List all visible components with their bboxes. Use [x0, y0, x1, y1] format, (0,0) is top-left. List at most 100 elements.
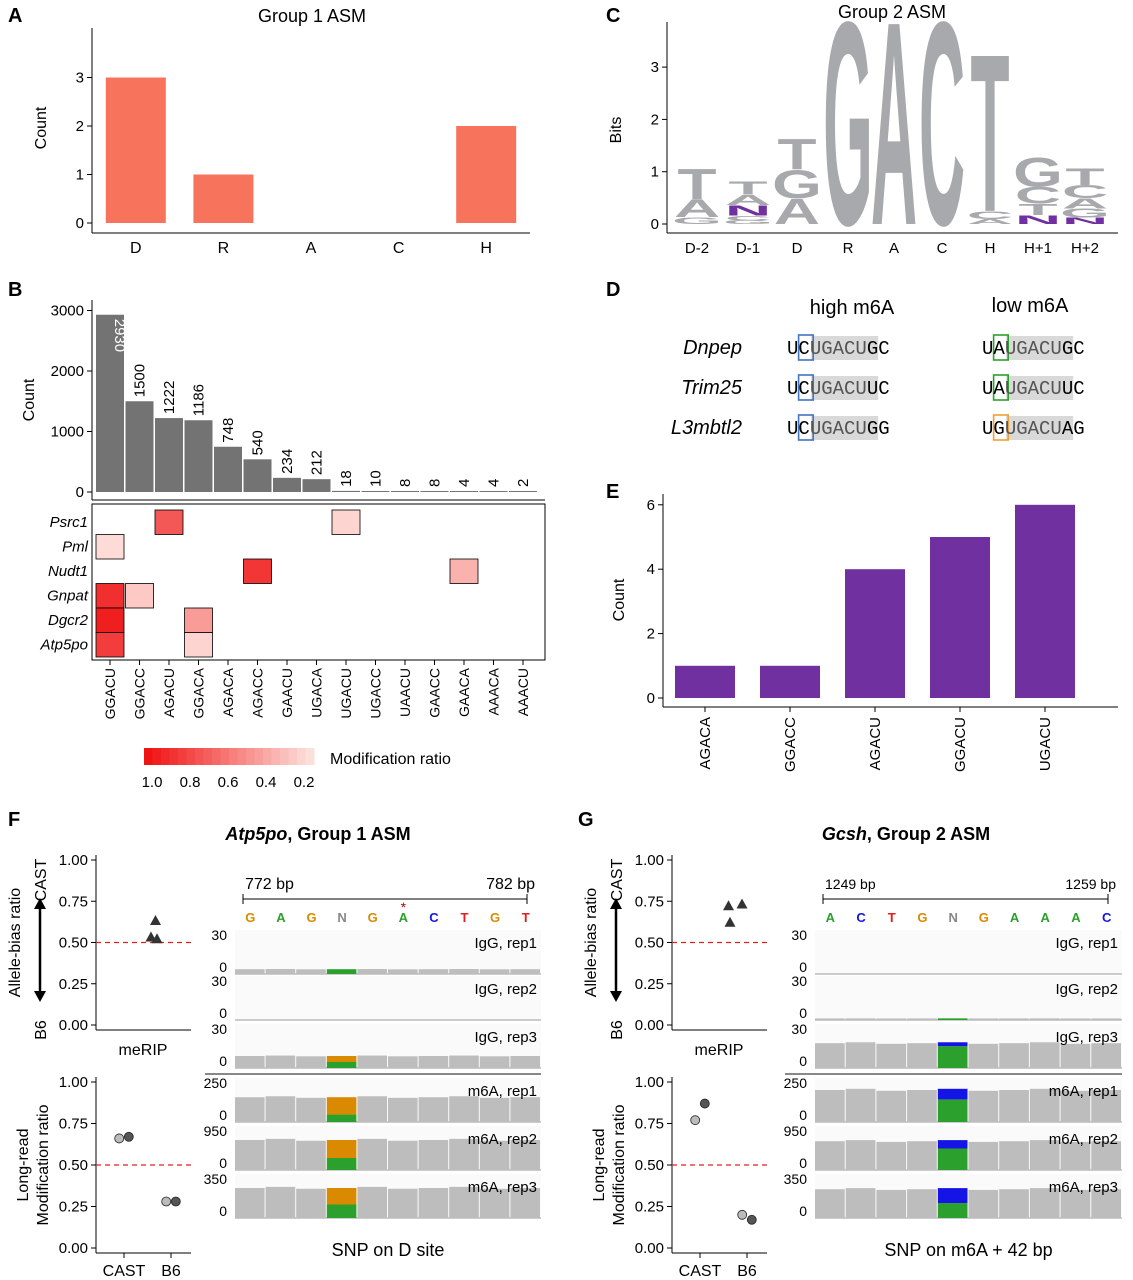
track-bg	[815, 930, 1122, 974]
merip-point	[150, 915, 161, 926]
e-xtick-label: AGACA	[697, 717, 714, 770]
c-logo-letter-A: A	[871, 0, 917, 286]
merip-ytick-label: 0.50	[59, 935, 88, 952]
a-ytick-label: 2	[76, 118, 84, 135]
track-scale-label: 30	[211, 973, 227, 989]
track-coverage-bar	[265, 1096, 296, 1122]
track-base-G: G	[306, 910, 316, 925]
c-logo-letter-G: G	[772, 163, 822, 207]
b-heatmap-row-label: Nudt1	[48, 563, 88, 580]
b-legend-swatch	[263, 748, 272, 765]
e-ytick-label: 4	[647, 561, 655, 578]
c-logo-letter-C: C	[919, 0, 965, 286]
panel-e-bar-chart: Count 0 2 4 6 AGACA GGACC AGACU GGACU UGACU	[611, 494, 1118, 772]
track-coverage-bar	[999, 1090, 1029, 1122]
b-bar-value-label: 748	[220, 418, 237, 443]
b-heatmap-cell	[184, 607, 213, 633]
track-coverage-bar	[1060, 1018, 1091, 1020]
b-xtick-label: UGACC	[368, 668, 384, 719]
track-snp-segment	[937, 1148, 968, 1170]
e-bar-GGACC	[760, 665, 820, 698]
d-sequence-part: UG	[982, 418, 1005, 440]
track-coverage-bar	[876, 1043, 907, 1068]
track-coverage-bar	[479, 969, 510, 974]
d-sequence-part: GG	[867, 418, 890, 440]
panel-a-title: Group 1 ASM	[258, 6, 366, 26]
d-motif-highlight	[811, 376, 879, 400]
merip-ytick-label: 0.75	[59, 893, 88, 910]
track-coverage-bar	[296, 1140, 326, 1170]
b-bar-UGACC	[361, 491, 390, 492]
d-sequence-part: UC	[787, 418, 810, 440]
track-start-label: 772 bp	[245, 876, 294, 893]
b-legend-swatch	[195, 748, 204, 765]
b-xtick-label: AGACA	[220, 667, 236, 717]
track-label: IgG, rep1	[1055, 935, 1118, 952]
b-legend-tick-label: 0.8	[180, 774, 201, 791]
b-ytick-label: 0	[76, 484, 84, 501]
b-bar-GAACU	[273, 477, 301, 492]
c-ytick-label: 3	[651, 59, 659, 76]
track-coverage-bar	[907, 1043, 937, 1068]
track-scale-label: 30	[791, 927, 807, 943]
track-scale-label: 950	[204, 1123, 228, 1139]
b-legend-swatch	[152, 748, 162, 765]
b-xtick-label: AGACC	[250, 668, 266, 718]
long-point	[690, 1115, 701, 1126]
d-snp-box	[797, 374, 814, 401]
b-heatmap-cell	[95, 583, 125, 609]
long-ytick-label: 0.50	[635, 1157, 664, 1174]
track-coverage-bar	[1060, 1043, 1091, 1068]
c-logo-letter-G: G	[672, 216, 722, 227]
track-coverage-bar	[907, 1090, 937, 1122]
a-bar-R	[193, 174, 254, 223]
b-legend-swatch	[271, 748, 281, 765]
track-coverage-bar	[357, 969, 387, 974]
b-xtick-label: AGACU	[161, 668, 177, 718]
track-coverage-bar	[510, 1140, 540, 1170]
d-motif-highlight	[1006, 376, 1074, 400]
d-sequence-low: UGUGACUAG	[982, 418, 1085, 440]
d-sequence-high: UCUGACUGG	[787, 418, 890, 440]
d-sequence-part: UGACU	[810, 338, 867, 360]
long-ytick-label: 0.00	[59, 1240, 88, 1257]
track-zero-label: 0	[219, 959, 227, 975]
panel-letter-a: A	[8, 5, 22, 27]
d-motif-highlight	[811, 336, 879, 360]
b-legend-swatch	[161, 748, 170, 765]
d-sequence-low: UAUGACUUC	[982, 378, 1085, 400]
b-legend-swatch	[186, 748, 196, 765]
long-ylabel-line2: Modification ratio	[611, 1104, 628, 1225]
track-end-label: 782 bp	[486, 876, 535, 893]
d-snp-box	[992, 334, 1009, 361]
heatmap-frame	[91, 503, 546, 661]
merip-ytick-label: 0.50	[635, 935, 664, 952]
c-logo-letter-N: N	[1062, 216, 1108, 226]
track-label: IgG, rep2	[474, 981, 537, 998]
long-point	[699, 1098, 710, 1109]
merip-ybottom-label: B6	[33, 1020, 50, 1040]
d-gene-label: L3mbtl2	[671, 417, 742, 439]
b-bar-value-label: 4	[456, 479, 473, 487]
track-coverage-bar	[1029, 1088, 1060, 1122]
d-motif-highlight	[1006, 336, 1074, 360]
d-gene-label: Trim25	[681, 377, 743, 399]
a-xtick-label: A	[306, 240, 317, 257]
d-sequence-high: UCUGACUGC	[787, 338, 890, 360]
b-heatmap-cell	[95, 534, 125, 560]
track-coverage-bar	[968, 1189, 999, 1218]
panel-d-header-low: low m6A	[992, 295, 1069, 317]
merip-xlabel: meRIP	[119, 1042, 168, 1059]
track-coverage-bar	[265, 1186, 296, 1218]
c-logo-letter-G: G	[1060, 206, 1110, 221]
merip-ybottom-label: B6	[609, 1020, 626, 1040]
b-legend-swatch	[237, 748, 247, 765]
b-xtick-label: GGACC	[132, 668, 148, 719]
panel-c-title: Group 2 ASM	[838, 2, 946, 22]
b-legend-swatch	[144, 748, 153, 765]
track-coverage-bar	[235, 1056, 265, 1068]
a-ytick-label: 1	[76, 167, 84, 184]
d-sequence-part: AG	[1062, 418, 1085, 440]
track-coverage-bar	[845, 1018, 876, 1020]
track-coverage-bar	[449, 1055, 479, 1068]
